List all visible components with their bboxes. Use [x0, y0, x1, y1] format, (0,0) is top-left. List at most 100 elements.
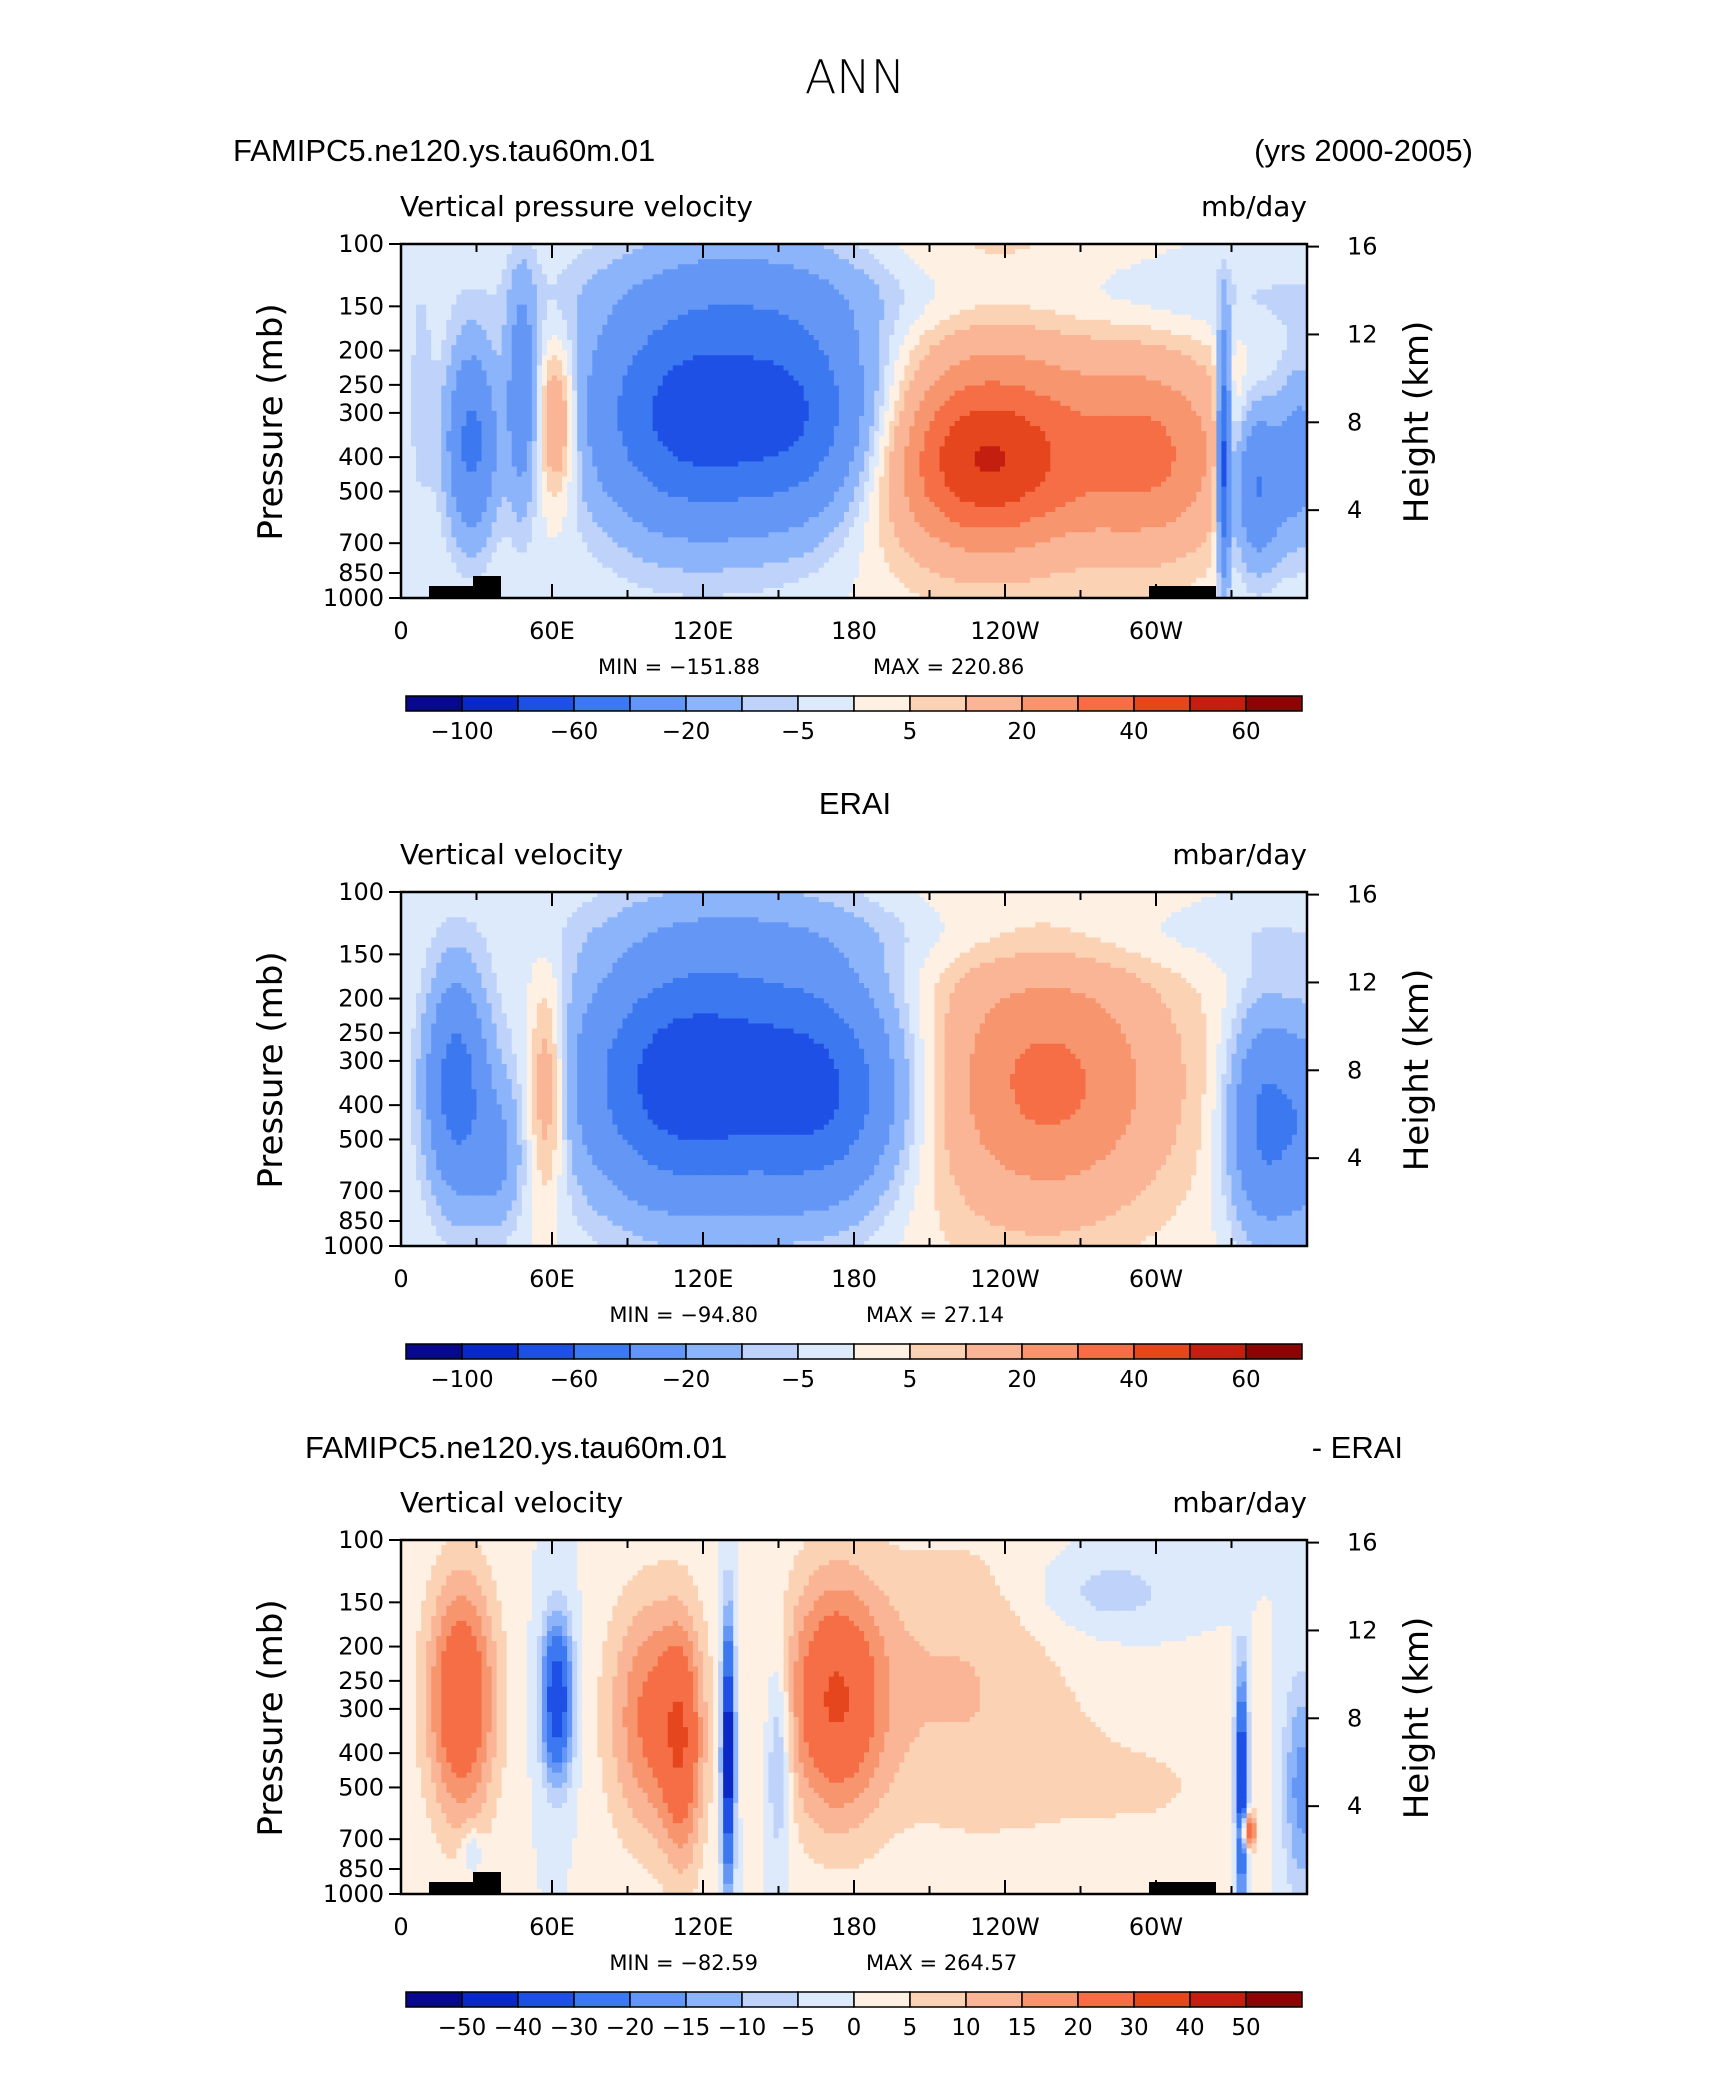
contour-cell	[914, 294, 921, 301]
contour-cell	[476, 360, 483, 366]
contour-cell	[874, 365, 880, 372]
contour-cell	[582, 254, 588, 260]
contour-cell	[864, 340, 870, 346]
contour-cell	[531, 289, 538, 296]
contour-cell	[909, 254, 915, 260]
contour-cell	[511, 284, 518, 291]
contour-cell	[557, 259, 563, 265]
contour-cell	[1221, 365, 1228, 372]
contour-cell	[421, 304, 427, 311]
contour-cell	[1186, 319, 1192, 326]
contour-cell	[526, 335, 533, 341]
contour-cell	[592, 335, 598, 341]
contour-cell	[793, 360, 800, 366]
contour-cell	[1291, 350, 1298, 356]
contour-cell	[1301, 259, 1307, 265]
contour-cell	[994, 299, 1001, 306]
contour-cell	[939, 314, 946, 321]
contour-cell	[567, 365, 573, 372]
contour-cell	[924, 279, 931, 286]
contour-cell	[929, 365, 936, 372]
contour-cell	[854, 345, 860, 351]
contour-cell	[808, 350, 815, 356]
contour-cell	[692, 264, 699, 270]
contour-cell	[431, 299, 437, 306]
contour-cell	[758, 294, 764, 301]
contour-cell	[1090, 324, 1097, 331]
contour-cell	[1276, 294, 1283, 301]
contour-cell	[1040, 249, 1046, 255]
contour-cell	[471, 269, 478, 275]
contour-cell	[1216, 340, 1223, 346]
contour-cell	[1211, 335, 1217, 341]
contour-cell	[1216, 259, 1223, 265]
contour-cell	[667, 365, 674, 372]
contour-cell	[1206, 269, 1212, 275]
contour-cell	[964, 259, 971, 265]
contour-cell	[642, 365, 649, 372]
contour-cell	[833, 269, 840, 275]
contour-cell	[411, 314, 417, 321]
contour-cell	[869, 319, 875, 326]
contour-cell	[934, 309, 941, 316]
contour-cell	[587, 355, 593, 361]
contour-cell	[874, 254, 880, 260]
contour-cell	[818, 314, 825, 321]
contour-cell	[1166, 345, 1172, 351]
contour-cell	[773, 380, 780, 387]
contour-cell	[516, 259, 523, 265]
contour-cell	[1181, 274, 1187, 280]
contour-cell	[637, 299, 644, 306]
contour-cell	[758, 304, 764, 311]
contour-cell	[778, 365, 785, 372]
contour-cell	[667, 264, 674, 270]
contour-cell	[431, 264, 437, 270]
contour-cell	[884, 249, 890, 255]
contour-cell	[531, 309, 538, 316]
contour-cell	[1301, 244, 1307, 250]
contour-cell	[828, 350, 835, 356]
contour-cell	[1161, 319, 1167, 326]
contour-cell	[647, 370, 654, 377]
contour-cell	[989, 309, 996, 316]
contour-cell	[446, 294, 452, 301]
contour-cell	[692, 329, 699, 336]
contour-cell	[838, 380, 845, 387]
contour-cell	[949, 314, 956, 321]
contour-cell	[1015, 355, 1021, 361]
contour-cell	[1171, 269, 1177, 275]
contour-cell	[1085, 284, 1092, 291]
contour-cell	[436, 340, 442, 346]
contour-cell	[1110, 244, 1117, 250]
contour-cell	[1030, 299, 1036, 306]
contour-cell	[904, 299, 910, 306]
contour-cell	[1266, 350, 1273, 356]
contour-cell	[1296, 350, 1303, 356]
contour-cell	[1221, 259, 1228, 265]
contour-cell	[763, 340, 770, 346]
contour-cell	[813, 365, 820, 372]
contour-cell	[1166, 375, 1172, 382]
contour-cell	[788, 249, 795, 255]
contour-cell	[496, 299, 503, 306]
contour-cell	[416, 345, 422, 351]
contour-cell	[1140, 249, 1147, 255]
contour-cell	[521, 329, 528, 336]
contour-cell	[1231, 324, 1238, 331]
contour-cell	[1206, 365, 1212, 372]
contour-cell	[1095, 345, 1102, 351]
contour-cell	[959, 380, 966, 387]
contour-cell	[1161, 259, 1167, 265]
contour-cell	[667, 309, 674, 316]
contour-cell	[843, 380, 850, 387]
contour-cell	[1261, 324, 1268, 331]
contour-cell	[864, 264, 870, 270]
contour-cell	[793, 355, 800, 361]
contour-cell	[536, 259, 543, 265]
contour-cell	[1005, 365, 1011, 372]
contour-cell	[1040, 244, 1046, 250]
contour-cell	[1211, 274, 1217, 280]
contour-cell	[536, 319, 543, 326]
contour-cell	[763, 375, 770, 382]
contour-cell	[562, 329, 568, 336]
